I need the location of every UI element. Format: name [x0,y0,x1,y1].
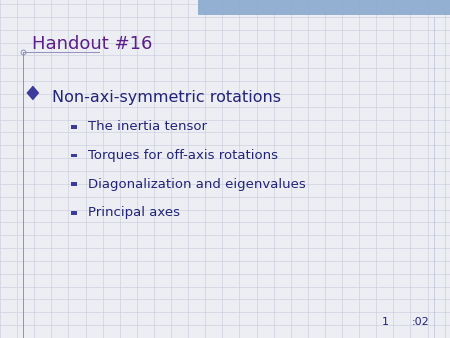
Bar [71,183,77,186]
Text: The inertia tensor: The inertia tensor [88,120,207,133]
Bar [71,211,77,215]
Text: 1: 1 [382,317,389,327]
Text: :02: :02 [412,317,430,327]
Text: Diagonalization and eigenvalues: Diagonalization and eigenvalues [88,178,306,191]
Text: Non-axi-symmetric rotations: Non-axi-symmetric rotations [52,90,281,104]
Text: Torques for off-axis rotations: Torques for off-axis rotations [88,149,278,162]
Polygon shape [27,86,39,100]
Bar [71,125,77,128]
Bar [71,153,77,157]
Bar [198,0,450,15]
Text: Principal axes: Principal axes [88,207,180,219]
Text: Handout #16: Handout #16 [32,35,152,53]
